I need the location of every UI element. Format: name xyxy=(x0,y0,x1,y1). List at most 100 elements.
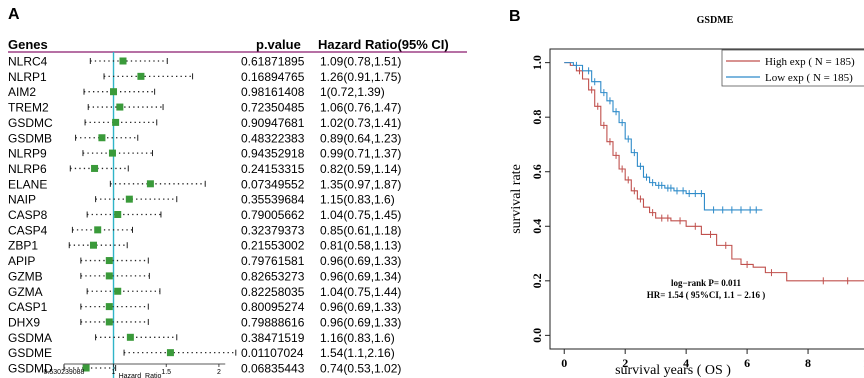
km-axes: 02468100.00.20.40.60.81.0 xyxy=(530,55,864,370)
hazard-ratio-label: 0.96(0.69,1.33) xyxy=(320,254,401,268)
km-x-tick-label: 2 xyxy=(622,356,628,370)
pvalue-label: 0.06835443 xyxy=(241,362,305,376)
forest-row: GZMA 0.82258035 1.04(0.75,1.44) xyxy=(8,285,401,299)
hazard-ratio-label: 0.81(0.58,1.13) xyxy=(320,239,401,253)
km-legend: High exp ( N = 185) Low exp ( N = 185) xyxy=(721,49,864,87)
hazard-ratio-label: 1.04(0.75,1.45) xyxy=(320,208,401,222)
hazard-ratio-marker xyxy=(82,364,90,372)
forest-axis-tick-label: 1 xyxy=(112,369,116,376)
pvalue-label: 0.79888616 xyxy=(241,315,305,329)
hazard-ratio-label: 1(0.72,1.39) xyxy=(320,85,385,99)
km-y-tick-label: 0.8 xyxy=(530,110,544,125)
gene-label: GSDMC xyxy=(8,116,53,130)
forest-x-axis: 0.530239088 1 1.5 2 xyxy=(44,363,226,376)
pvalue-label: 0.38471519 xyxy=(241,331,305,345)
legend-low-label: Low exp ( N = 185) xyxy=(765,72,853,84)
hazard-ratio-label: 0.74(0.53,1.02) xyxy=(320,362,401,376)
km-x-tick-label: 8 xyxy=(805,356,811,370)
pvalue-label: 0.21553002 xyxy=(241,239,305,253)
pvalue-label: 0.24153315 xyxy=(241,162,305,176)
forest-row: NAIP 0.35539684 1.15(0.83,1.6) xyxy=(8,193,395,207)
forest-rows: NLRC4 0.61871895 1.09(0.78,1.51) NLRP1 0.168… xyxy=(8,55,401,376)
panel-a-forest-plot: A Genes p.value Hazard Ratio(95% CI) NLR… xyxy=(8,6,467,378)
hazard-ratio-header: Hazard Ratio(95% CI) xyxy=(318,37,449,52)
forest-row: DHX9 0.79888616 0.96(0.69,1.33) xyxy=(8,315,401,329)
km-curve xyxy=(564,62,864,282)
pvalue-label: 0.72350485 xyxy=(241,101,305,115)
hazard-ratio-marker xyxy=(89,241,97,249)
gene-label: NAIP xyxy=(8,193,36,207)
hazard-ratio-label: 1.15(0.83,1.6) xyxy=(320,193,395,207)
legend-high-label: High exp ( N = 185) xyxy=(765,56,855,68)
gene-label: GSDMA xyxy=(8,331,52,345)
pvalue-label: 0.01107024 xyxy=(241,346,304,360)
km-hr-text: HR= 1.54 ( 95%CI, 1.1 − 2.16 ) xyxy=(647,290,766,300)
pvalue-label: 0.90947681 xyxy=(241,116,305,130)
hazard-ratio-label: 0.96(0.69,1.33) xyxy=(320,315,401,329)
forest-row: NLRC4 0.61871895 1.09(0.78,1.51) xyxy=(8,55,401,69)
forest-row: CASP8 0.79005662 1.04(0.75,1.45) xyxy=(8,208,401,222)
gene-label: CASP8 xyxy=(8,208,48,222)
km-x-tick-label: 6 xyxy=(744,356,750,370)
hazard-ratio-marker xyxy=(94,226,102,234)
forest-row: GSDMA 0.38471519 1.16(0.83,1.6) xyxy=(8,331,395,345)
hazard-ratio-marker xyxy=(119,57,127,65)
km-x-axis-label: survival years ( OS ) xyxy=(615,363,731,378)
hazard-ratio-marker xyxy=(146,180,154,188)
pvalue-label: 0.80095274 xyxy=(241,300,305,314)
hazard-ratio-label: 0.85(0.61,1.18) xyxy=(320,223,401,237)
forest-row: GSDME 0.01107024 1.54(1.1,2.16) xyxy=(8,346,395,360)
hazard-ratio-marker xyxy=(105,303,113,311)
hazard-ratio-marker xyxy=(114,211,122,218)
gene-label: GZMA xyxy=(8,285,43,299)
gene-label: GZMB xyxy=(8,269,43,283)
hazard-ratio-marker xyxy=(105,318,113,326)
km-x-tick-label: 0 xyxy=(561,356,567,370)
hazard-ratio-label: 0.96(0.69,1.33) xyxy=(320,300,401,314)
hazard-ratio-label: 1.26(0.91,1.75) xyxy=(320,70,401,84)
km-title: GSDME xyxy=(697,15,734,26)
panel-b-label: B xyxy=(509,8,521,25)
hazard-ratio-label: 1.54(1.1,2.16) xyxy=(320,346,395,360)
pvalue-label: 0.79005662 xyxy=(241,208,305,222)
hazard-ratio-label: 1.35(0.97,1.87) xyxy=(320,177,401,191)
gene-label: CASP1 xyxy=(8,300,48,314)
forest-axis-tick-label: 1.5 xyxy=(161,369,171,376)
pvalue-label: 0.48322383 xyxy=(241,131,305,145)
gene-label: DHX9 xyxy=(8,315,40,329)
gene-label: ZBP1 xyxy=(8,239,38,253)
pvalue-label: 0.82258035 xyxy=(241,285,305,299)
gene-label: AIM2 xyxy=(8,85,36,99)
hazard-ratio-marker xyxy=(114,287,122,295)
forest-row: APIP 0.79761581 0.96(0.69,1.33) xyxy=(8,254,401,268)
km-y-tick-label: 0.4 xyxy=(530,219,544,234)
km-y-tick-label: 0.0 xyxy=(530,328,544,343)
forest-row: ELANE 0.07349552 1.35(0.97,1.87) xyxy=(8,177,401,191)
km-y-tick-label: 0.6 xyxy=(530,164,544,179)
forest-row: NLRP1 0.16894765 1.26(0.91,1.75) xyxy=(8,70,401,84)
km-y-axis-label: survival rate xyxy=(509,164,524,234)
pvalue-label: 0.61871895 xyxy=(241,55,305,69)
panel-a-label: A xyxy=(8,6,20,23)
pvalue-label: 0.79761581 xyxy=(241,254,305,268)
hazard-ratio-marker xyxy=(108,149,116,157)
km-legend-box xyxy=(721,49,864,87)
forest-row: TREM2 0.72350485 1.06(0.76,1.47) xyxy=(8,101,401,115)
km-y-tick-label: 0.2 xyxy=(530,273,544,288)
hazard-ratio-marker xyxy=(105,257,113,265)
km-plot-frame xyxy=(549,48,864,350)
hazard-ratio-marker xyxy=(91,164,99,172)
panel-b-km-plot: B GSDME 02468100.00.20.40.60.81.0 surviv… xyxy=(509,8,864,378)
hazard-ratio-marker xyxy=(112,118,120,126)
hazard-ratio-label: 1.04(0.75,1.44) xyxy=(320,285,401,299)
hazard-ratio-label: 0.89(0.64,1.23) xyxy=(320,131,401,145)
pvalue-label: 0.35539684 xyxy=(241,193,305,207)
hazard-ratio-label: 1.16(0.83,1.6) xyxy=(320,331,395,345)
hazard-ratio-marker xyxy=(105,272,113,280)
hazard-ratio-label: 0.99(0.71,1.37) xyxy=(320,147,401,161)
hazard-ratio-marker xyxy=(98,134,106,142)
pvalue-label: 0.82653273 xyxy=(241,269,305,283)
hazard-ratio-marker xyxy=(137,72,145,80)
gene-label: GSDMB xyxy=(8,131,52,145)
pvalue-label: 0.16894765 xyxy=(241,70,305,84)
